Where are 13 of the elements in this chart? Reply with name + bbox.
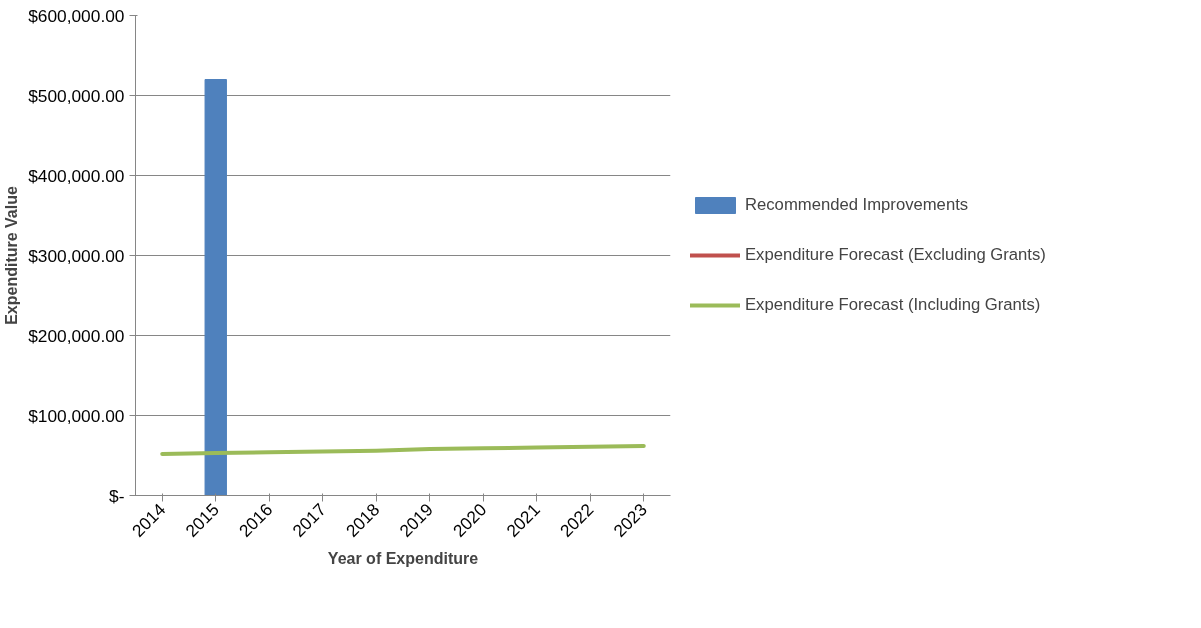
line-series	[160, 443, 646, 456]
legend-label: Recommended Improvements	[745, 195, 969, 215]
legend-label: Expenditure Forecast (Including Grants)	[745, 295, 1041, 315]
y-tick-label: $600,000.00	[28, 5, 125, 26]
legend-label: Expenditure Forecast (Excluding Grants)	[745, 245, 1046, 265]
y-axis-title: Expenditure Value	[3, 186, 21, 325]
y-tick-label: $500,000.00	[28, 85, 125, 106]
y-tick-label: $300,000.00	[28, 245, 125, 266]
y-tick-label: $400,000.00	[28, 165, 125, 186]
x-axis-title: Year of Expenditure	[327, 550, 479, 568]
y-tick-label: $200,000.00	[28, 325, 125, 346]
y-tick-label: $-	[109, 485, 125, 506]
y-tick-label: $100,000.00	[28, 405, 125, 426]
